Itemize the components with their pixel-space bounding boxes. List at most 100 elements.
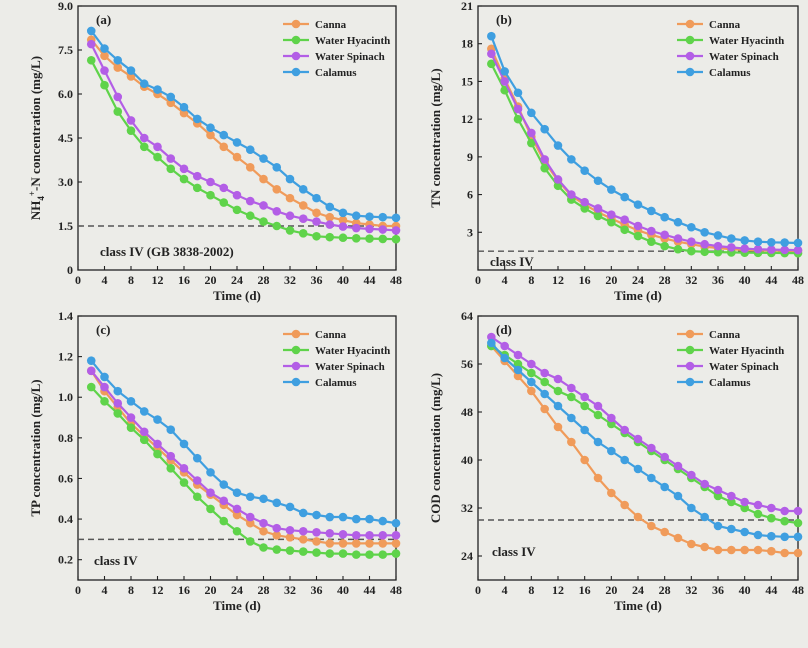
- legend-label: Calamus: [315, 67, 357, 79]
- data-point: [139, 79, 149, 89]
- data-point: [580, 425, 589, 435]
- data-point: [325, 232, 335, 242]
- data-point: [312, 510, 321, 520]
- data-point: [206, 504, 215, 514]
- data-point: [660, 452, 669, 462]
- data-point: [687, 246, 696, 256]
- legend-entry: Canna: [677, 329, 741, 341]
- data-point: [272, 185, 282, 194]
- data-point: [607, 217, 616, 227]
- legend-label: Water Spinach: [315, 51, 385, 63]
- legend-label: Calamus: [709, 377, 751, 389]
- data-point: [166, 451, 176, 461]
- data-point: [633, 464, 643, 474]
- data-point: [780, 532, 789, 542]
- data-point: [553, 401, 563, 411]
- data-point: [580, 197, 589, 207]
- data-point: [593, 211, 603, 221]
- legend-marker: [291, 361, 301, 371]
- data-point: [513, 365, 523, 375]
- data-point: [687, 237, 696, 247]
- data-point: [166, 425, 176, 435]
- data-point: [86, 55, 96, 65]
- data-point: [325, 512, 335, 522]
- x-tick-label: 28: [258, 273, 270, 287]
- data-point: [391, 234, 401, 244]
- data-point: [391, 213, 401, 223]
- y-tick-label: 1.5: [58, 219, 73, 233]
- data-point: [647, 443, 656, 453]
- data-point: [325, 539, 335, 548]
- data-point: [593, 401, 603, 411]
- x-tick-label: 48: [390, 273, 402, 287]
- legend-marker: [291, 51, 301, 61]
- data-point: [232, 510, 242, 520]
- data-point: [713, 491, 723, 501]
- x-tick-label: 8: [528, 273, 534, 287]
- data-point: [153, 142, 162, 152]
- legend-marker: [291, 19, 301, 29]
- data-point: [139, 133, 149, 143]
- data-point: [553, 181, 563, 191]
- data-point: [500, 341, 509, 351]
- x-tick-label: 28: [258, 583, 270, 597]
- data-point: [767, 531, 776, 541]
- data-point: [113, 55, 123, 65]
- data-point: [553, 422, 563, 432]
- data-point: [365, 539, 374, 548]
- data-point: [100, 51, 109, 61]
- y-axis-label-sup: +: [27, 191, 37, 196]
- data-point: [767, 503, 776, 513]
- data-point: [192, 453, 202, 463]
- data-point: [527, 108, 536, 118]
- y-tick-label: 0.2: [58, 553, 73, 567]
- data-point: [245, 211, 255, 221]
- data-point: [206, 488, 215, 497]
- data-point: [593, 473, 603, 483]
- data-point: [338, 233, 348, 243]
- data-point: [126, 66, 136, 75]
- data-point: [687, 539, 696, 549]
- y-tick-label: 1.2: [58, 350, 73, 364]
- legend-entry: Water Hyacinth: [677, 345, 784, 357]
- data-point: [793, 245, 803, 255]
- legend-entry: Canna: [677, 19, 741, 31]
- data-point: [391, 226, 401, 235]
- data-point: [753, 509, 763, 519]
- data-point: [298, 526, 308, 536]
- data-point: [553, 386, 563, 396]
- y-axis-label-part: NH: [28, 201, 43, 221]
- data-point: [553, 175, 563, 184]
- data-point: [113, 409, 123, 418]
- x-tick-label: 8: [528, 583, 534, 597]
- x-tick-label: 28: [659, 583, 671, 597]
- data-point: [272, 523, 282, 533]
- data-point: [633, 231, 643, 241]
- data-point: [192, 183, 202, 193]
- data-point: [500, 353, 509, 363]
- data-point: [86, 356, 96, 365]
- data-point: [338, 539, 348, 548]
- x-tick-label: 0: [75, 273, 81, 287]
- data-point: [487, 332, 496, 342]
- reference-label: class IV: [94, 553, 138, 568]
- data-point: [580, 401, 589, 411]
- series-water-spinach: [487, 49, 803, 255]
- legend-marker: [685, 51, 695, 61]
- data-point: [338, 512, 348, 522]
- series-calamus: [487, 31, 803, 248]
- reference-label: class IV: [492, 544, 536, 559]
- data-point: [620, 225, 629, 235]
- series-line: [90, 59, 397, 241]
- chart-panel-3: 0 4 8 12 16 20 24 28 32 36 40 44 480.20.40.60.81.01.…: [28, 309, 402, 613]
- data-point: [206, 468, 215, 477]
- data-point: [740, 497, 749, 507]
- data-point: [620, 215, 629, 225]
- data-point: [259, 201, 268, 210]
- data-point: [553, 141, 563, 150]
- series-line: [490, 53, 799, 252]
- data-point: [245, 492, 255, 502]
- data-point: [285, 193, 295, 203]
- legend-label: Water Spinach: [709, 361, 779, 373]
- series-line: [90, 370, 396, 537]
